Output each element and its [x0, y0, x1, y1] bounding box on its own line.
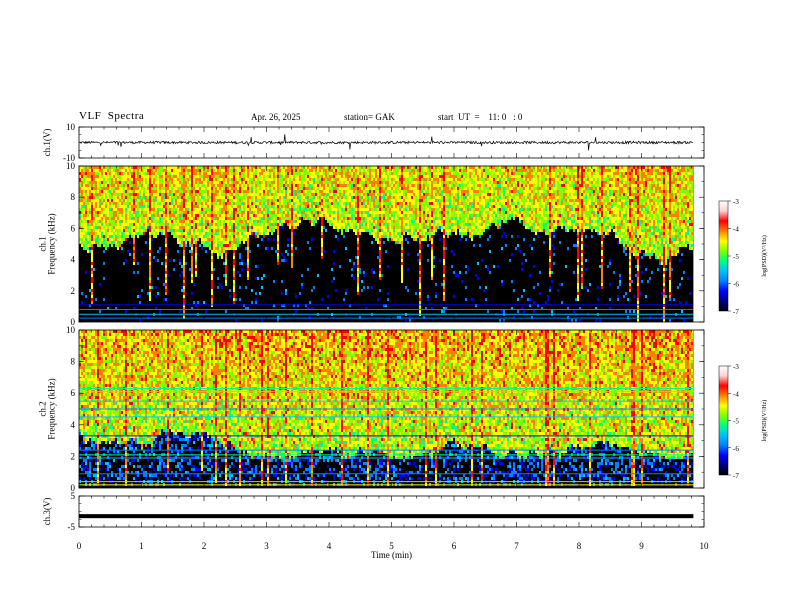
y-tick-label: -5 — [68, 522, 76, 532]
colorbar-tick-label: -3 — [733, 363, 739, 371]
colorbar-tick-label: -4 — [733, 390, 739, 398]
colorbar-label: log(PSD)(V²/Hz) — [761, 400, 768, 441]
time-axis: 0 1 2 3 4 5 6 7 8 9 10 Time (min) — [77, 541, 709, 560]
colorbar-label: log(PSD)(V²/Hz) — [761, 235, 768, 276]
y-tick-label: 10 — [66, 122, 76, 132]
x-tick-label: 9 — [639, 541, 644, 551]
ch1-colorbar: -3 -4 -5 -6 -7 log(PSD)(V²/Hz) — [718, 198, 768, 316]
ch1-trace — [78, 134, 693, 151]
ch1-spectrogram-panel: 10 8 6 4 2 0 ch.1 Frequency (kHz) — [38, 161, 705, 327]
y-tick-label: 2 — [71, 451, 76, 461]
x-axis-label: Time (min) — [371, 550, 412, 560]
y-tick-label: 8 — [71, 357, 76, 367]
colorbar-tick-label: -5 — [733, 253, 739, 261]
y-tick-label: 5 — [71, 491, 76, 501]
y-tick-label: 4 — [71, 420, 76, 430]
ch2-colorbar: -3 -4 -5 -6 -7 log(PSD)(V²/Hz) — [718, 363, 768, 480]
y-tick-label: 0 — [71, 317, 76, 327]
y-tick-label: -10 — [63, 153, 75, 163]
x-tick-label: 7 — [514, 541, 519, 551]
colorbar-tick-label: -5 — [733, 418, 739, 426]
x-tick-label: 10 — [700, 541, 710, 551]
y-axis-label: ch.1 — [38, 236, 48, 251]
x-tick-label: 0 — [77, 541, 82, 551]
ch3-trace — [79, 514, 694, 519]
ch2-spectrogram-image — [79, 330, 694, 488]
x-tick-label: 5 — [389, 541, 394, 551]
y-tick-label: 6 — [71, 388, 76, 398]
y-tick-label: 10 — [66, 161, 76, 171]
ch1-spectrogram-image — [79, 166, 694, 322]
y-axis-label: Frequency (kHz) — [47, 213, 57, 274]
colorbar-tick-label: -7 — [733, 472, 739, 480]
x-tick-label: 4 — [327, 541, 332, 551]
colorbar-tick-label: -6 — [733, 281, 739, 289]
y-axis-label: Frequency (kHz) — [47, 378, 57, 439]
y-tick-label: 8 — [71, 192, 76, 202]
x-tick-label: 8 — [577, 541, 582, 551]
station-label: station= GAK — [344, 112, 395, 122]
y-tick-label: 2 — [71, 286, 76, 296]
colorbar-scale — [718, 200, 729, 312]
x-tick-label: 6 — [452, 541, 457, 551]
date-label: Apr. 26, 2025 — [251, 112, 301, 122]
figure-title: VLF Spectra — [79, 110, 145, 122]
colorbar-tick-label: -4 — [733, 226, 739, 234]
y-axis-label: ch.1(V) — [42, 129, 52, 157]
y-tick-label: 0 — [71, 483, 76, 493]
x-tick-label: 1 — [139, 541, 144, 551]
y-tick-label: 10 — [66, 325, 76, 335]
colorbar-scale — [718, 365, 729, 476]
x-tick-label: 2 — [202, 541, 207, 551]
colorbar-tick-label: -7 — [733, 308, 739, 316]
y-tick-label: 6 — [71, 223, 76, 233]
colorbar-tick-label: -6 — [733, 445, 739, 453]
ch3-waveform-panel: 5 -5 ch.3(V) — [42, 491, 705, 532]
ch1-waveform-panel: 10 -10 ch.1(V) — [42, 122, 705, 163]
colorbar-tick-label: -3 — [733, 198, 739, 206]
x-tick-label: 3 — [264, 541, 269, 551]
y-tick-label: 4 — [71, 255, 76, 265]
ch2-spectrogram-panel: 10 8 6 4 2 0 ch.2 Frequency (kHz) — [38, 325, 705, 493]
y-axis-label: ch.2 — [38, 401, 48, 416]
y-axis-label: ch.3(V) — [42, 498, 52, 526]
start-time-label: start UT = 11: 0 : 0 — [438, 112, 523, 122]
